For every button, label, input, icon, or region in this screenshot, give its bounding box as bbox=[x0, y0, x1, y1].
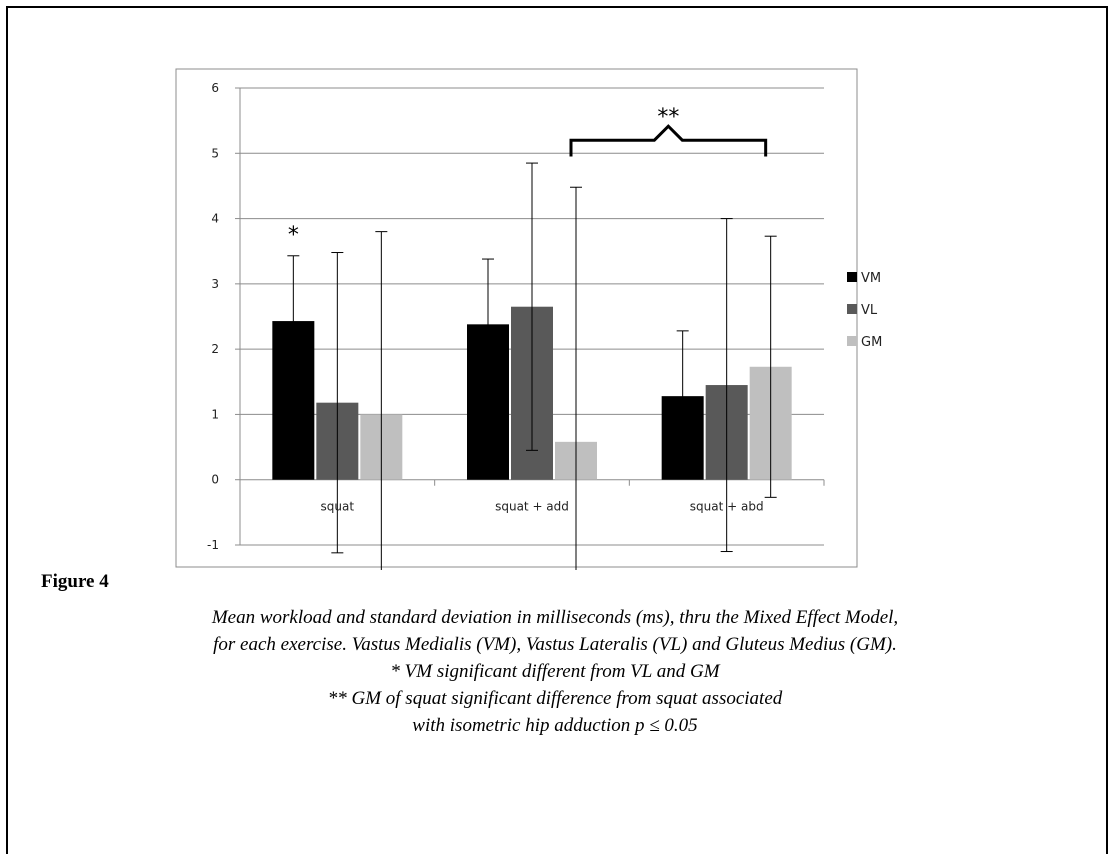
legend-label-gm: GM bbox=[861, 335, 882, 350]
legend-swatch-vl bbox=[847, 304, 857, 314]
figure-caption: Mean workload and standard deviation in … bbox=[40, 604, 1070, 739]
y-tick-label: 0 bbox=[211, 473, 219, 487]
x-tick-label: squat + add bbox=[495, 500, 569, 514]
y-tick-label: 1 bbox=[211, 407, 219, 421]
caption-line: * VM significant different from VL and G… bbox=[390, 661, 720, 682]
y-tick-label: 3 bbox=[211, 277, 219, 291]
x-tick-label: squat bbox=[321, 500, 355, 514]
caption-line: with isometric hip adduction p ≤ 0.05 bbox=[412, 715, 698, 736]
annotations: *** bbox=[288, 105, 768, 248]
significance-bracket bbox=[569, 124, 768, 157]
figure-frame bbox=[6, 6, 1108, 854]
legend-swatch-gm bbox=[847, 336, 857, 346]
y-tick-label: 6 bbox=[211, 81, 219, 95]
tick-labels: -1 0 1 2 3 4 5 6 squat squat + add squat + abd bbox=[207, 81, 764, 552]
y-tick-label: 2 bbox=[211, 342, 219, 356]
legend: VM VL GM bbox=[847, 271, 882, 350]
x-tick-label: squat + abd bbox=[690, 500, 764, 514]
y-tick-label: 4 bbox=[211, 212, 219, 226]
figure-title: Figure 4 bbox=[41, 571, 109, 592]
caption-line: for each exercise. Vastus Medialis (VM),… bbox=[213, 634, 897, 655]
legend-label-vl: VL bbox=[861, 303, 878, 318]
caption-line: ** GM of squat significant difference fr… bbox=[327, 688, 783, 709]
y-tick-label: -1 bbox=[207, 538, 219, 552]
y-tick-label: 5 bbox=[211, 146, 219, 160]
significance-star: * bbox=[288, 223, 299, 248]
legend-swatch-vm bbox=[847, 272, 857, 282]
error-bars bbox=[287, 162, 777, 570]
legend-label-vm: VM bbox=[861, 271, 881, 286]
significance-double-star: ** bbox=[657, 105, 679, 130]
caption-line: Mean workload and standard deviation in … bbox=[211, 607, 899, 628]
